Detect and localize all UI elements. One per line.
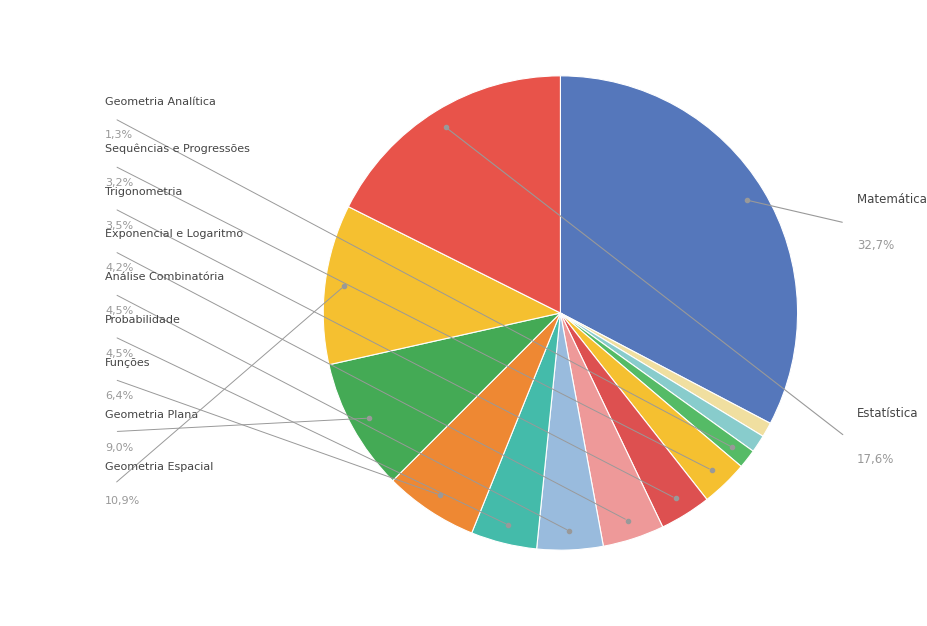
Wedge shape	[471, 313, 560, 549]
Text: 17,6%: 17,6%	[856, 453, 894, 466]
Text: Estatística: Estatística	[856, 407, 918, 419]
Text: Geometria Plana: Geometria Plana	[105, 410, 198, 419]
Text: Análise Combinatória: Análise Combinatória	[105, 272, 224, 282]
Text: Geometria Analítica: Geometria Analítica	[105, 96, 216, 106]
Wedge shape	[560, 313, 662, 546]
Text: 6,4%: 6,4%	[105, 391, 133, 401]
Text: 10,9%: 10,9%	[105, 496, 140, 506]
Wedge shape	[560, 313, 769, 436]
Text: Trigonometria: Trigonometria	[105, 187, 183, 197]
Wedge shape	[392, 313, 560, 533]
Wedge shape	[560, 313, 706, 527]
Text: Sequências e Progressões: Sequências e Progressões	[105, 143, 249, 154]
Wedge shape	[560, 313, 753, 466]
Text: 1,3%: 1,3%	[105, 130, 133, 140]
Text: Exponencial e Logaritmo: Exponencial e Logaritmo	[105, 230, 243, 240]
Wedge shape	[328, 313, 560, 481]
Text: Geometria Espacial: Geometria Espacial	[105, 462, 213, 472]
Wedge shape	[560, 313, 762, 451]
Text: 4,2%: 4,2%	[105, 263, 133, 273]
Wedge shape	[348, 76, 560, 313]
Wedge shape	[560, 76, 796, 423]
Text: 4,5%: 4,5%	[105, 306, 133, 316]
Wedge shape	[323, 207, 560, 365]
Wedge shape	[536, 313, 603, 550]
Text: 4,5%: 4,5%	[105, 349, 133, 359]
Text: MATEMÁTICA: MATEMÁTICA	[25, 242, 44, 384]
Text: Funções: Funções	[105, 357, 150, 367]
Wedge shape	[560, 313, 741, 500]
Text: 3,2%: 3,2%	[105, 178, 133, 188]
Text: Matemática Básica: Matemática Básica	[856, 193, 927, 207]
Text: Probabilidade: Probabilidade	[105, 315, 181, 325]
Text: 9,0%: 9,0%	[105, 443, 133, 453]
Text: 3,5%: 3,5%	[105, 220, 133, 230]
Text: 32,7%: 32,7%	[856, 240, 893, 252]
